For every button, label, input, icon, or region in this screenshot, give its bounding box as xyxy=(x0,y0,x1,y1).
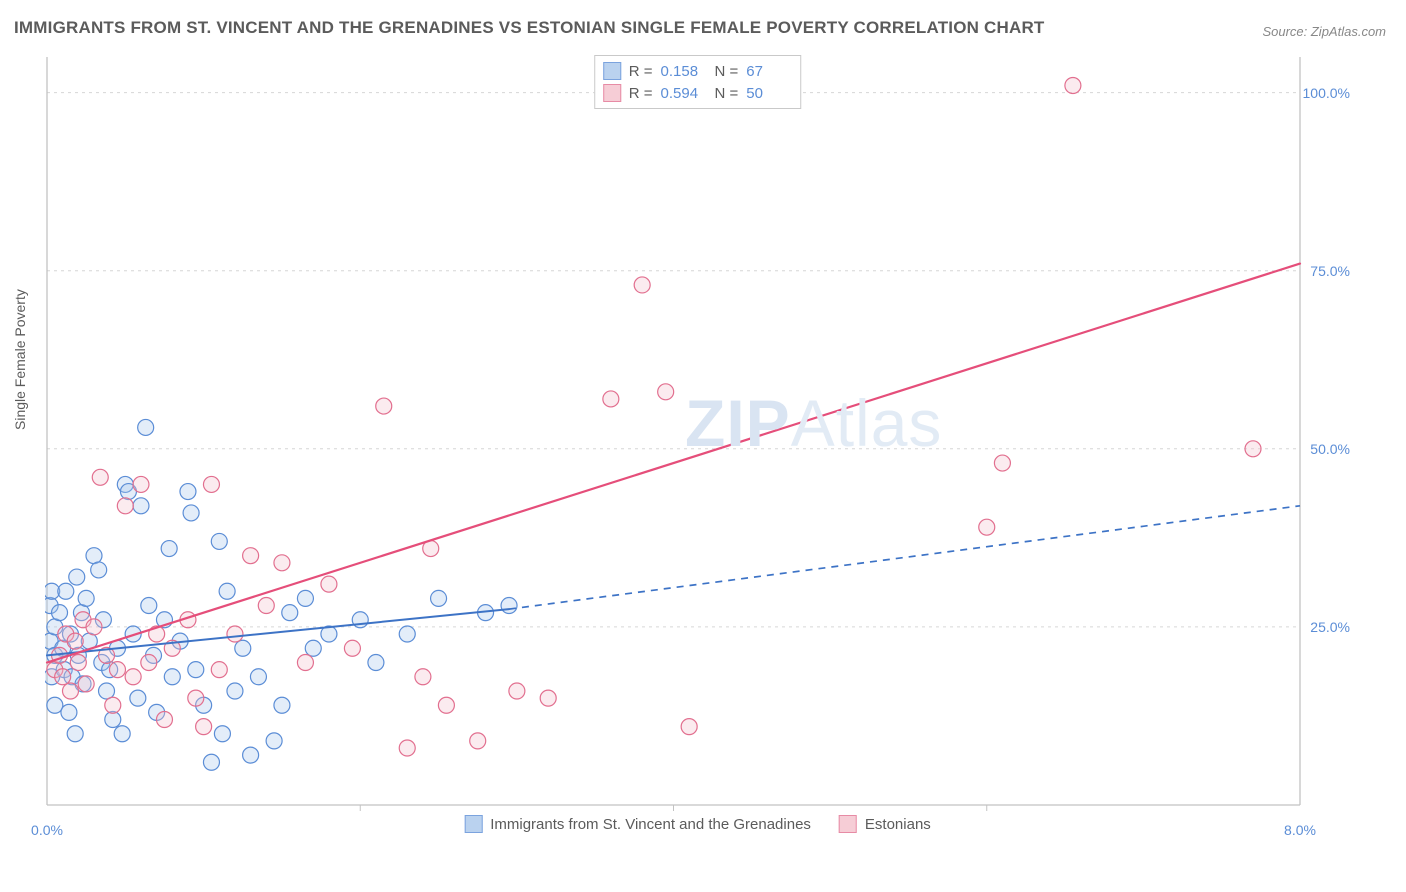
legend-swatch-blue xyxy=(464,815,482,833)
source-attribution: Source: ZipAtlas.com xyxy=(1262,24,1386,39)
legend-label: Estonians xyxy=(865,816,931,833)
legend-stats-row: R = 0.158 N = 67 xyxy=(603,60,793,82)
chart-area: ZIPAtlas 25.0% 50.0% 75.0% 100.0% 0.0% 8… xyxy=(45,55,1350,835)
legend-stats-row: R = 0.594 N = 50 xyxy=(603,82,793,104)
n-label: N = xyxy=(715,63,739,80)
legend-item: Estonians xyxy=(839,815,931,833)
r-label: R = xyxy=(629,63,653,80)
y-tick-label: 100.0% xyxy=(1303,85,1350,101)
y-tick-label: 25.0% xyxy=(1310,619,1350,635)
scatter-plot-svg xyxy=(45,55,1350,835)
legend-swatch-blue xyxy=(603,62,621,80)
n-label: N = xyxy=(715,85,739,102)
legend-label: Immigrants from St. Vincent and the Gren… xyxy=(490,816,811,833)
legend-swatch-pink xyxy=(839,815,857,833)
x-tick-label: 0.0% xyxy=(31,822,63,838)
y-tick-label: 75.0% xyxy=(1310,263,1350,279)
legend-item: Immigrants from St. Vincent and the Gren… xyxy=(464,815,811,833)
n-value: 50 xyxy=(746,85,792,102)
r-label: R = xyxy=(629,85,653,102)
legend-swatch-pink xyxy=(603,84,621,102)
n-value: 67 xyxy=(746,63,792,80)
legend-stats-box: R = 0.158 N = 67 R = 0.594 N = 50 xyxy=(594,55,802,109)
chart-title: IMMIGRANTS FROM ST. VINCENT AND THE GREN… xyxy=(14,18,1045,38)
r-value: 0.594 xyxy=(661,85,707,102)
x-tick-label: 8.0% xyxy=(1284,822,1316,838)
r-value: 0.158 xyxy=(661,63,707,80)
y-tick-label: 50.0% xyxy=(1310,441,1350,457)
legend-bottom: Immigrants from St. Vincent and the Gren… xyxy=(464,815,931,833)
y-axis-label: Single Female Poverty xyxy=(12,289,28,430)
